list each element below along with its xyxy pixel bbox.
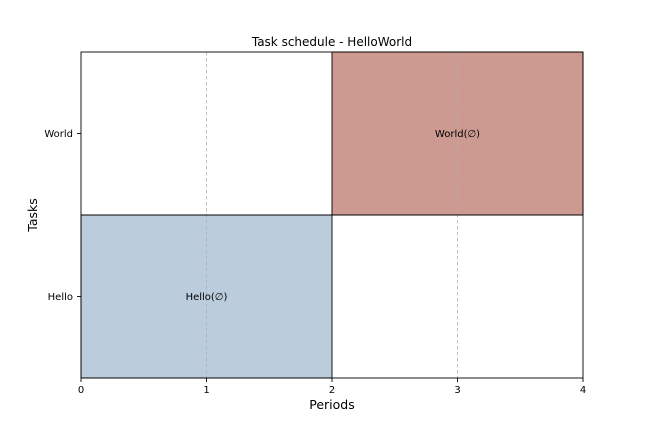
chart-title: Task schedule - HelloWorld [251,35,412,49]
x-tick-label-4: 4 [580,385,586,396]
y-tick-label-hello: Hello [48,292,73,303]
bar-hello [81,215,332,378]
bar-labels: Hello(∅) World(∅) [186,129,481,303]
x-tick-label-0: 0 [78,385,84,396]
x-tick-label-1: 1 [203,385,209,396]
y-tick-label-world: World [44,129,73,140]
axis-ticks: 0 1 2 3 4 Hello World [44,129,586,396]
y-axis-label: Tasks [25,198,40,233]
x-tick-label-3: 3 [454,385,460,396]
x-axis-label: Periods [309,397,355,412]
x-tick-label-2: 2 [329,385,335,396]
bar-label-hello: Hello(∅) [186,292,228,303]
bar-label-world: World(∅) [435,129,480,140]
